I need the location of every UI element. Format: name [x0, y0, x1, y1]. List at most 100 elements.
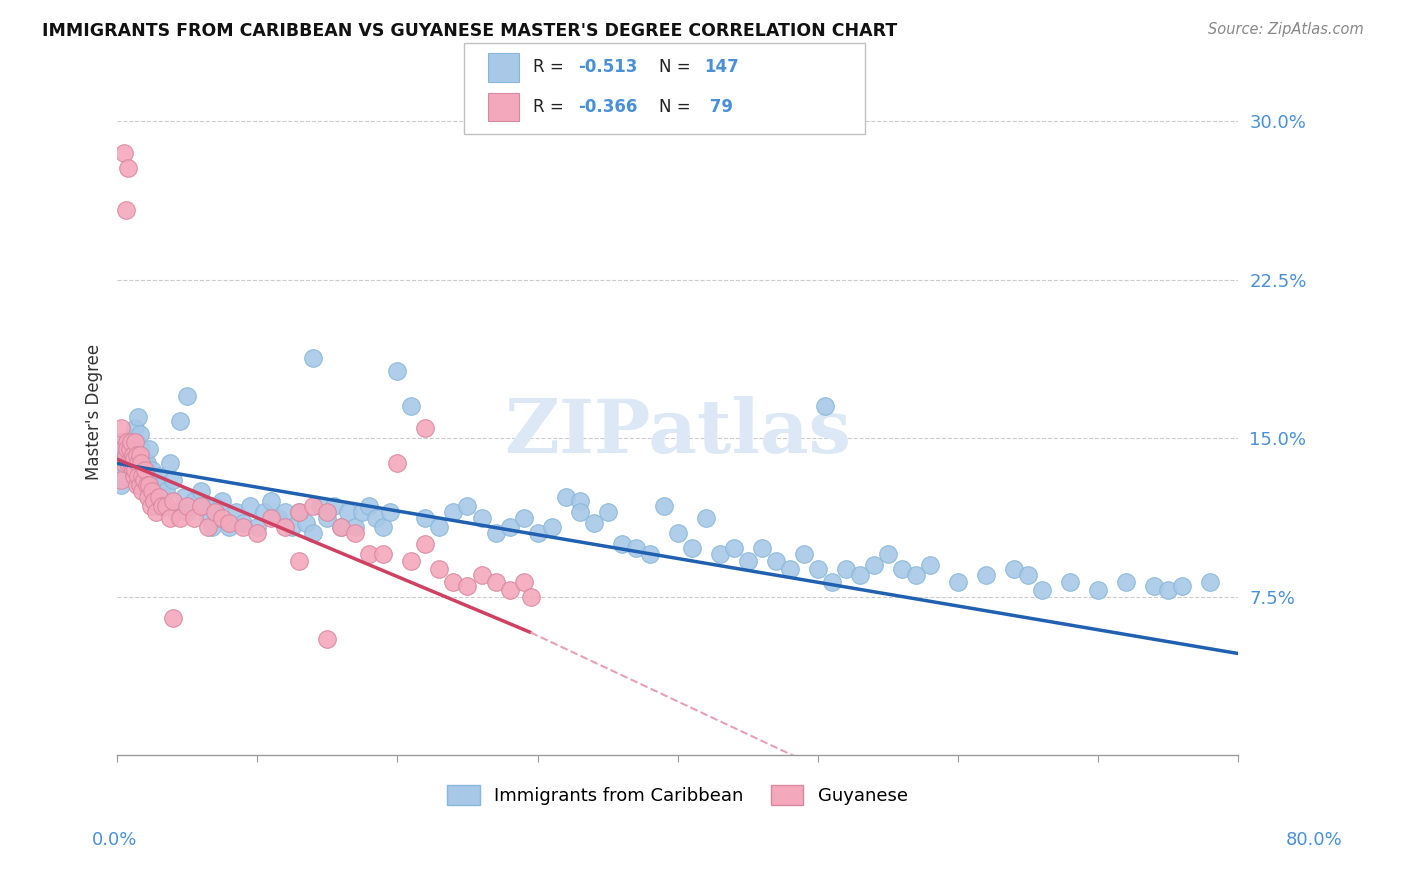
- Point: [115, 435, 138, 450]
- Point: [162, 494, 184, 508]
- Point: [114, 448, 136, 462]
- Point: [134, 474, 156, 488]
- Point: [204, 505, 226, 519]
- Point: [121, 457, 143, 471]
- Point: [288, 505, 311, 519]
- Point: [141, 463, 163, 477]
- Point: [111, 469, 134, 483]
- Point: [288, 505, 311, 519]
- Point: [111, 442, 134, 456]
- Point: [260, 511, 283, 525]
- Point: [152, 490, 174, 504]
- Point: [281, 520, 304, 534]
- Point: [652, 499, 675, 513]
- Point: [288, 553, 311, 567]
- Point: [162, 474, 184, 488]
- Point: [709, 547, 731, 561]
- Point: [131, 469, 153, 483]
- Point: [197, 511, 219, 525]
- Point: [120, 431, 142, 445]
- Point: [519, 590, 541, 604]
- Point: [302, 351, 325, 365]
- Point: [309, 499, 332, 513]
- Point: [610, 537, 633, 551]
- Point: [401, 400, 423, 414]
- Point: [274, 505, 297, 519]
- Point: [484, 526, 506, 541]
- Point: [1017, 568, 1039, 582]
- Point: [253, 505, 276, 519]
- Point: [765, 553, 787, 567]
- Point: [470, 568, 492, 582]
- Point: [141, 483, 163, 498]
- Point: [1199, 574, 1222, 589]
- Point: [114, 457, 136, 471]
- Point: [415, 420, 437, 434]
- Point: [122, 452, 145, 467]
- Point: [135, 457, 157, 471]
- Point: [110, 474, 132, 488]
- Point: [127, 469, 149, 483]
- Y-axis label: Master's Degree: Master's Degree: [86, 343, 103, 480]
- Point: [401, 553, 423, 567]
- Point: [267, 511, 290, 525]
- Text: ZIPatlas: ZIPatlas: [505, 396, 851, 469]
- Point: [122, 469, 145, 483]
- Point: [135, 477, 157, 491]
- Point: [176, 389, 198, 403]
- Point: [193, 499, 215, 513]
- Point: [207, 511, 229, 525]
- Point: [779, 562, 801, 576]
- Point: [118, 442, 141, 456]
- Point: [128, 448, 150, 462]
- Point: [904, 568, 927, 582]
- Text: R =: R =: [533, 98, 569, 116]
- Point: [456, 579, 478, 593]
- Point: [142, 494, 165, 508]
- Point: [128, 426, 150, 441]
- Point: [115, 448, 138, 462]
- Point: [344, 526, 367, 541]
- Point: [173, 490, 195, 504]
- Point: [316, 632, 339, 646]
- Point: [110, 420, 132, 434]
- Point: [295, 516, 318, 530]
- Point: [443, 505, 465, 519]
- Point: [260, 494, 283, 508]
- Point: [540, 520, 562, 534]
- Point: [190, 499, 212, 513]
- Point: [150, 499, 173, 513]
- Legend: Immigrants from Caribbean, Guyanese: Immigrants from Caribbean, Guyanese: [439, 776, 917, 814]
- Point: [456, 499, 478, 513]
- Point: [169, 511, 191, 525]
- Point: [638, 547, 661, 561]
- Point: [821, 574, 844, 589]
- Point: [201, 520, 224, 534]
- Point: [176, 505, 198, 519]
- Point: [890, 562, 912, 576]
- Point: [498, 583, 520, 598]
- Point: [582, 516, 605, 530]
- Point: [814, 400, 837, 414]
- Point: [681, 541, 703, 555]
- Point: [666, 526, 689, 541]
- Point: [120, 435, 142, 450]
- Point: [132, 474, 155, 488]
- Point: [498, 520, 520, 534]
- Text: IMMIGRANTS FROM CARIBBEAN VS GUYANESE MASTER'S DEGREE CORRELATION CHART: IMMIGRANTS FROM CARIBBEAN VS GUYANESE MA…: [42, 22, 897, 40]
- Point: [183, 494, 205, 508]
- Text: 147: 147: [704, 59, 740, 77]
- Point: [218, 516, 240, 530]
- Point: [359, 547, 381, 561]
- Point: [132, 452, 155, 467]
- Point: [1143, 579, 1166, 593]
- Point: [183, 511, 205, 525]
- Point: [112, 146, 135, 161]
- Point: [330, 520, 353, 534]
- Text: -0.366: -0.366: [578, 98, 637, 116]
- Point: [1157, 583, 1180, 598]
- Point: [737, 553, 759, 567]
- Point: [159, 457, 181, 471]
- Point: [373, 520, 395, 534]
- Text: Source: ZipAtlas.com: Source: ZipAtlas.com: [1208, 22, 1364, 37]
